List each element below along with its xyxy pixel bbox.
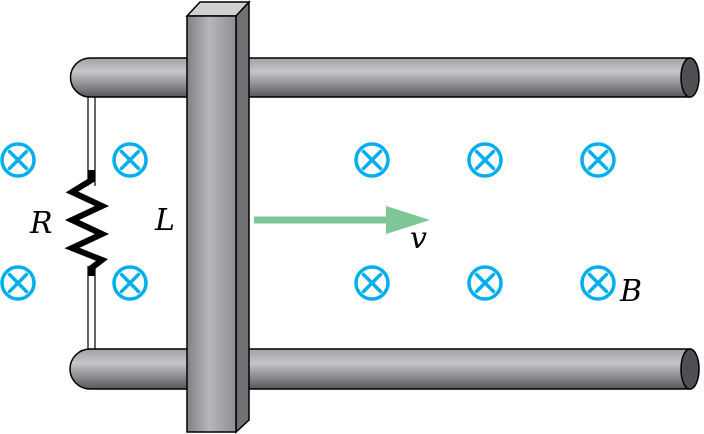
bottom-rail bbox=[69, 348, 700, 390]
field-label: B bbox=[619, 274, 642, 309]
velocity-arrow bbox=[254, 206, 430, 234]
connecting-wire-top bbox=[87, 95, 96, 186]
sliding-rod bbox=[185, 0, 251, 434]
resistor-zigzag bbox=[64, 170, 110, 276]
resistor-label: R bbox=[29, 206, 53, 241]
field-into-page-icon bbox=[580, 265, 616, 301]
field-into-page-icon bbox=[112, 265, 148, 301]
field-into-page-icon bbox=[112, 142, 148, 178]
field-into-page-icon bbox=[580, 142, 616, 178]
field-into-page-icon bbox=[0, 142, 36, 178]
field-into-page-icon bbox=[467, 265, 503, 301]
rod-length-label: L bbox=[154, 203, 175, 238]
magnetic-field-symbols bbox=[0, 142, 616, 301]
velocity-label: v bbox=[410, 221, 427, 256]
connecting-wire-bottom bbox=[87, 266, 96, 352]
field-into-page-icon bbox=[467, 142, 503, 178]
top-rail bbox=[69, 57, 700, 98]
field-into-page-icon bbox=[354, 265, 390, 301]
field-into-page-icon bbox=[0, 265, 36, 301]
field-into-page-icon bbox=[354, 142, 390, 178]
